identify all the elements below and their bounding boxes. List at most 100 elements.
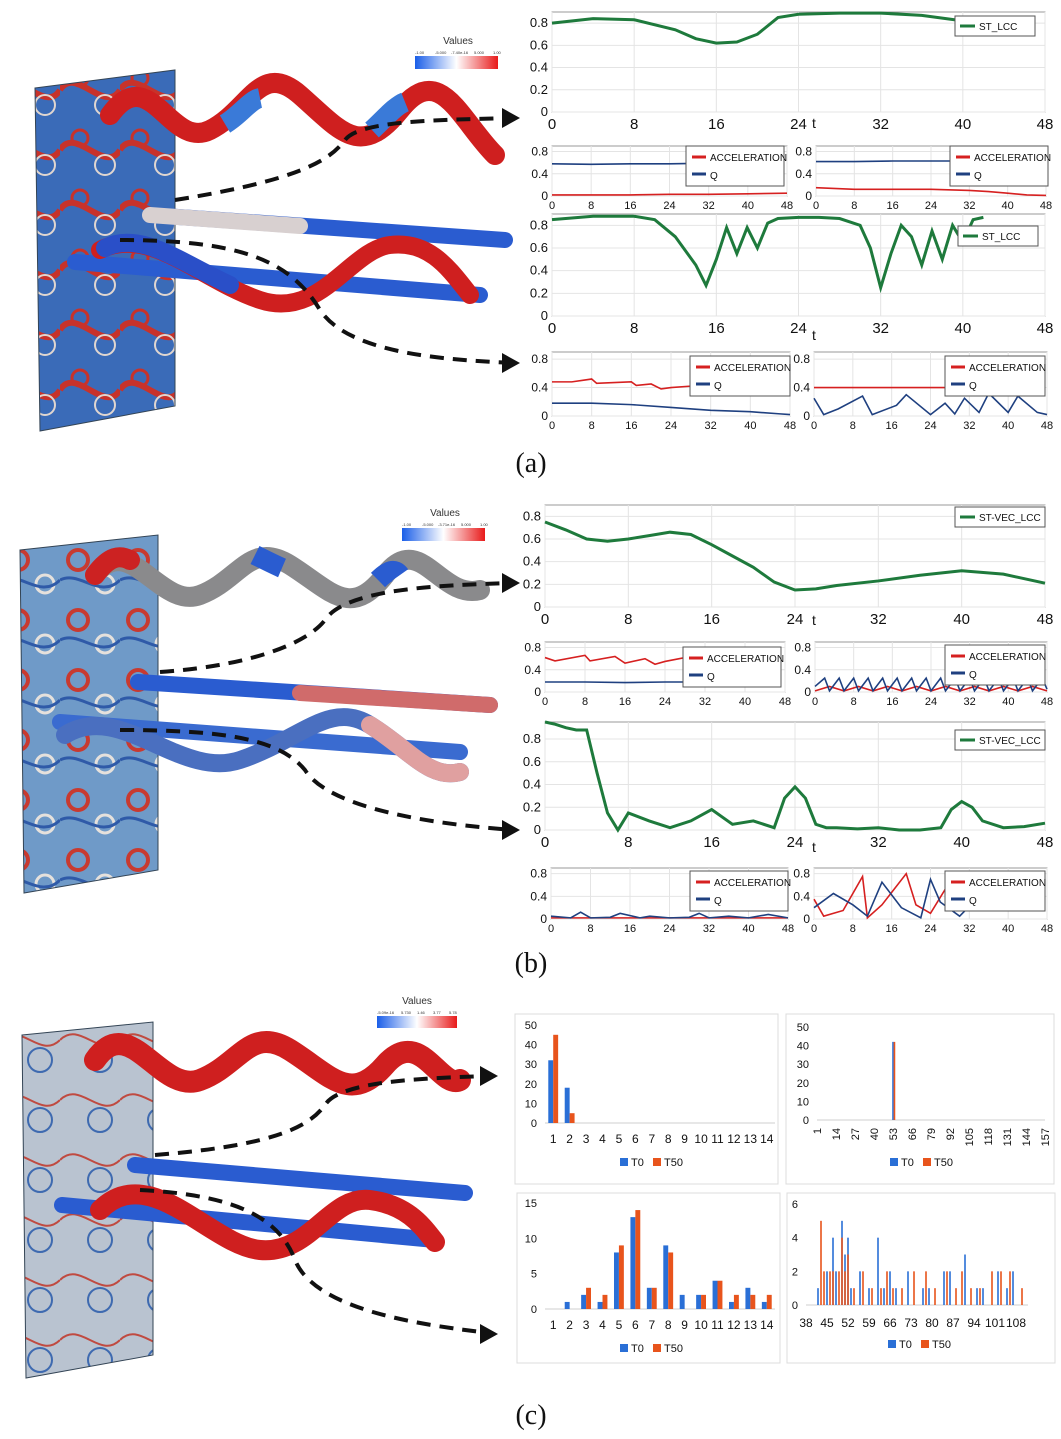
- x-tick-label: 16: [619, 696, 631, 708]
- x-tick-label: 32: [705, 420, 717, 432]
- bar-t50: [717, 1280, 723, 1309]
- x-tick-label: 0: [548, 923, 554, 935]
- y-tick-label: 0: [534, 685, 541, 699]
- bar-t0: [964, 1254, 966, 1305]
- legend-label-acceleration: ACCELERATION: [714, 878, 791, 889]
- y-tick-label: 0.4: [795, 167, 812, 181]
- colorbar-title: Values: [402, 996, 432, 1007]
- y-tick-label: 0.8: [523, 508, 541, 523]
- y-tick-label: 0.4: [530, 60, 548, 75]
- x-tick-label: 40: [953, 834, 970, 851]
- legend-label-t0: T0: [631, 1157, 644, 1169]
- y-tick-label: 15: [525, 1198, 537, 1210]
- x-tick-label: 24: [787, 834, 804, 851]
- x-tick-label: 92: [945, 1128, 957, 1140]
- x-tick-label: 11: [711, 1318, 724, 1332]
- bar-t0: [696, 1294, 702, 1309]
- y-tick-label: 0.6: [523, 531, 541, 546]
- y-tick-label: 0.6: [530, 37, 548, 52]
- colorbar-tick: 5.730: [401, 1010, 412, 1015]
- x-tick-label: 16: [703, 834, 720, 851]
- bar-t0: [761, 1301, 767, 1309]
- legend-label-t50: T50: [664, 1343, 683, 1355]
- arrowhead: [502, 573, 520, 593]
- colorbar-b: Values -1.00 -5.000 -3.71e-16 5.000 1.00: [402, 508, 489, 541]
- bar-t50: [750, 1294, 756, 1309]
- x-tick-label: 40: [954, 320, 971, 337]
- x-tick-label: 13: [744, 1318, 758, 1332]
- legend-label-q: Q: [969, 670, 977, 681]
- vorticity-plate: [19, 534, 159, 894]
- x-tick-label: 0: [812, 696, 818, 708]
- y-tick-label: 20: [525, 1079, 537, 1091]
- y-tick-label: 0: [531, 1118, 537, 1130]
- x-tick-label: 40: [1002, 420, 1014, 432]
- y-tick-label: 0: [531, 1304, 537, 1316]
- chart-b-bottom-right: 0 0.4 0.8 0 8 16 24 32 40 48 ACCELERATION Q: [793, 867, 1053, 935]
- x-tick-label: 32: [870, 834, 887, 851]
- y-tick-label: 30: [525, 1059, 537, 1071]
- bar-t50: [844, 1271, 846, 1305]
- chart-b-top: 0 0.2 0.4 0.6 0.8 0 8 16 24 32 40 48 t ST-VEC_LCC: [523, 504, 1053, 628]
- x-tick-label: 6: [632, 1318, 639, 1332]
- y-tick-label: 0.4: [524, 663, 541, 677]
- bar-t50: [886, 1271, 888, 1305]
- x-tick-label: 73: [904, 1316, 918, 1330]
- x-tick-label: 10: [694, 1318, 708, 1332]
- legend-swatch-t50: [921, 1340, 929, 1348]
- legend-label-q: Q: [969, 896, 977, 907]
- bar-t50: [668, 1252, 674, 1309]
- x-tick-label: 0: [541, 611, 549, 628]
- legend-label-q: Q: [714, 381, 722, 392]
- legend-label-t0: T0: [631, 1343, 644, 1355]
- legend-label-q: Q: [714, 896, 722, 907]
- panel-a-scene: [34, 69, 520, 432]
- x-tick-label: 101: [985, 1316, 1005, 1330]
- y-tick-label: 0.6: [523, 754, 541, 769]
- x-tick-label: 48: [1041, 420, 1053, 432]
- colorbar-tick: -5.000: [422, 522, 434, 527]
- x-tick-label: 40: [1002, 200, 1014, 212]
- legend-label-t50: T50: [664, 1157, 683, 1169]
- y-tick-label: 10: [797, 1096, 809, 1108]
- x-tick-label: 11: [711, 1132, 724, 1146]
- bar-t50: [847, 1254, 849, 1305]
- x-tick-label: 32: [703, 200, 715, 212]
- caption-c: (c): [515, 1400, 547, 1431]
- x-axis-label: t: [812, 839, 816, 855]
- chart-frame: [785, 1013, 1055, 1185]
- x-tick-label: 32: [872, 116, 889, 133]
- x-tick-label: 48: [1041, 696, 1053, 708]
- x-tick-label: 27: [850, 1128, 862, 1140]
- bar-t50: [838, 1271, 840, 1305]
- legend-box: [944, 644, 1046, 686]
- straight-tube: [127, 1157, 473, 1201]
- bar-t0: [835, 1271, 837, 1305]
- legend-swatch-t0: [620, 1158, 628, 1166]
- dashed-link-arrow: [119, 728, 516, 832]
- colorbar-tick: -5.09e-16: [377, 1010, 395, 1015]
- colorbar-tick: 1.00: [493, 50, 502, 55]
- x-tick-label: 40: [1002, 923, 1014, 935]
- bar-t50: [961, 1271, 963, 1305]
- y-tick-label: 0.8: [523, 731, 541, 746]
- series-line-st_lcc: [551, 11, 984, 45]
- bar-t50: [925, 1271, 927, 1305]
- y-tick-label: 0: [541, 189, 548, 203]
- colorbar-tick: -5.000: [435, 50, 447, 55]
- x-tick-label: 94: [967, 1316, 981, 1330]
- bar-t50: [766, 1294, 772, 1309]
- x-tick-label: 48: [1037, 834, 1054, 851]
- x-tick-label: 3: [583, 1132, 590, 1146]
- legend-swatch-t50: [653, 1158, 661, 1166]
- x-tick-label: 14: [831, 1128, 843, 1140]
- caption-b: (b): [514, 948, 548, 979]
- legend: ACCELERATION Q: [949, 145, 1051, 187]
- series-line-q: [545, 681, 705, 684]
- bar-t0: [646, 1287, 652, 1309]
- x-tick-label: 24: [663, 200, 675, 212]
- legend-label-lcc: ST_LCC: [979, 22, 1017, 33]
- bar-t0: [745, 1287, 751, 1309]
